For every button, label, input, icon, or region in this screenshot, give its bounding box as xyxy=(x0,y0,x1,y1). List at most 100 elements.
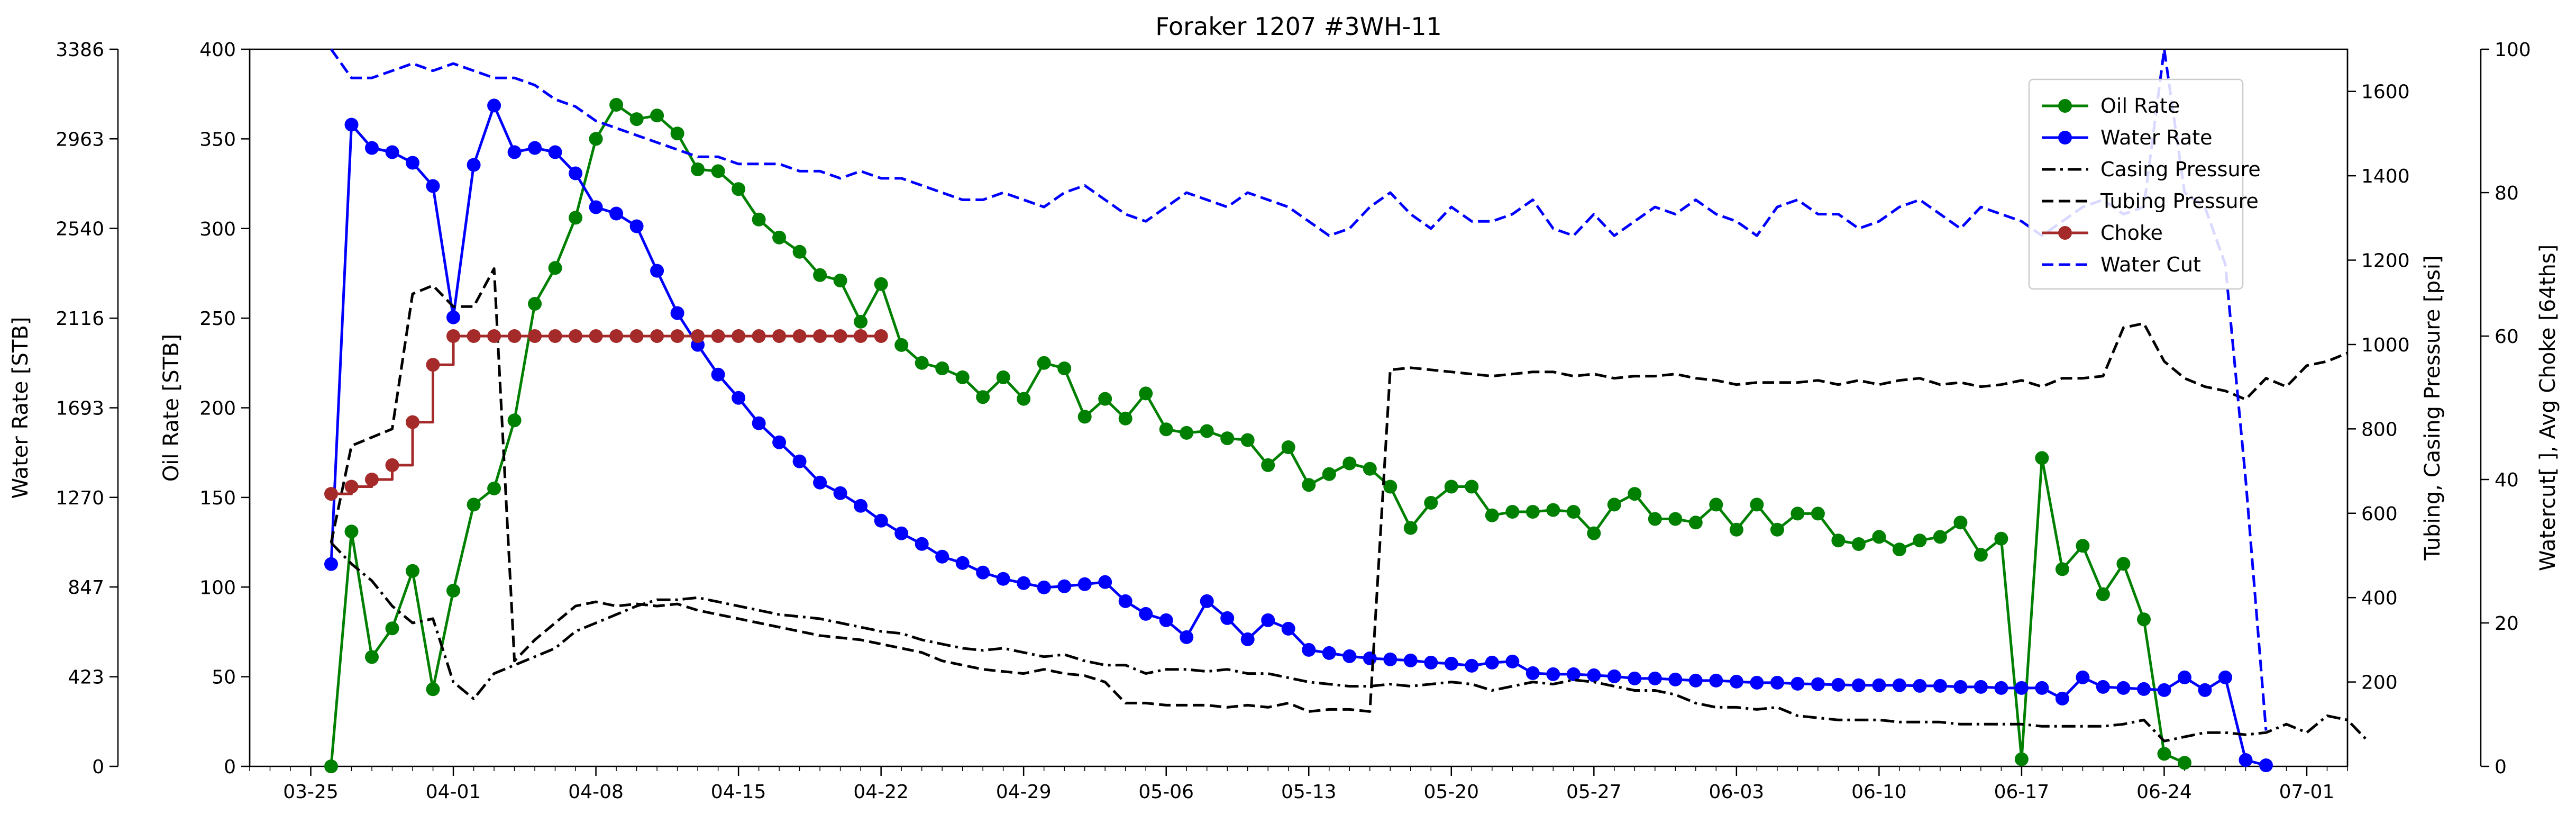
x-tick-label: 05-06 xyxy=(1138,781,1194,803)
water-rate-point xyxy=(1607,669,1621,683)
water-rate-point xyxy=(365,141,379,155)
oil-rate-point xyxy=(772,230,787,245)
water-rate-point xyxy=(2259,758,2273,772)
choke-point xyxy=(609,329,624,343)
legend-oil-rate-label: Oil Rate xyxy=(2100,94,2180,117)
cut-axis-tick-label: 40 xyxy=(2495,469,2519,491)
water-rate-point xyxy=(1851,678,1866,692)
choke-point xyxy=(833,329,847,343)
oil-rate-point xyxy=(935,361,949,375)
oil-rate-point xyxy=(1709,498,1723,512)
oil-rate-point xyxy=(2116,557,2131,571)
oil-rate-point xyxy=(1403,521,1418,535)
water-rate-point xyxy=(1383,652,1397,666)
oil-rate-point xyxy=(711,164,725,178)
oil-rate-point xyxy=(406,564,419,578)
oil-rate-point xyxy=(691,162,705,176)
oil-rate-point xyxy=(1750,498,1764,512)
choke-point xyxy=(528,329,542,343)
legend-tubing-pressure-label: Tubing Pressure xyxy=(2100,189,2259,213)
oil-rate-point xyxy=(833,274,847,287)
water-axis-tick-label: 1693 xyxy=(56,398,104,420)
oil-rate-point xyxy=(670,126,684,141)
water-rate-point xyxy=(569,166,583,180)
cut-axis-tick-label: 60 xyxy=(2495,326,2519,348)
water-axis-tick-label: 2116 xyxy=(56,308,104,330)
choke-point xyxy=(467,329,481,343)
oil-rate-point xyxy=(2035,451,2049,465)
choke-point xyxy=(344,480,359,494)
x-tick-label: 06-17 xyxy=(1994,781,2050,803)
pressure-axis-tick-label: 200 xyxy=(2361,672,2398,694)
pressure-axis-label: Tubing, Casing Pressure [psi] xyxy=(2420,255,2445,560)
water-rate-point xyxy=(1709,673,1723,688)
oil-rate-point xyxy=(589,132,603,146)
oil-rate-point xyxy=(1933,530,1947,544)
water-rate-point xyxy=(426,179,440,193)
oil-axis-tick-label: 400 xyxy=(199,39,236,61)
water-rate-point xyxy=(854,499,868,513)
water-rate-point xyxy=(2116,681,2131,695)
water-rate-point xyxy=(996,572,1010,586)
water-rate-point xyxy=(1077,577,1092,591)
oil-rate-point xyxy=(548,261,562,275)
oil-rate-point xyxy=(1240,433,1255,447)
choke-line xyxy=(331,334,881,495)
oil-rate-point xyxy=(528,297,542,311)
water-rate-point xyxy=(1017,576,1031,590)
water-rate-point xyxy=(1525,666,1540,680)
oil-rate-point xyxy=(365,650,379,664)
oil-axis-tick-label: 0 xyxy=(224,756,236,778)
choke-point xyxy=(732,329,746,343)
oil-rate-point xyxy=(385,621,399,636)
water-rate-point xyxy=(1872,678,1886,692)
water-rate-point xyxy=(1220,611,1235,625)
water-rate-point xyxy=(487,98,501,113)
choke-point xyxy=(446,329,460,343)
legend-water-cut-label: Water Cut xyxy=(2100,253,2201,276)
chart-title: Foraker 1207 #3WH-11 xyxy=(1155,12,1442,41)
x-tick-label: 04-15 xyxy=(711,781,766,803)
oil-rate-point xyxy=(1322,467,1336,481)
water-rate-point xyxy=(406,156,419,170)
oil-rate-point xyxy=(1892,542,1906,557)
pressure-axis-tick-label: 1200 xyxy=(2361,250,2410,272)
water-rate-point xyxy=(507,145,522,159)
water-rate-point xyxy=(670,306,684,320)
water-rate-point xyxy=(2014,681,2029,695)
x-tick-label: 04-01 xyxy=(426,781,481,803)
water-rate-point xyxy=(2137,682,2151,696)
cut-axis-tick-label: 0 xyxy=(2495,756,2507,778)
legend: Oil Rate Water Rate Casing Pressure Tubing … xyxy=(2028,78,2261,290)
water-rate-point xyxy=(1424,655,1438,670)
oil-rate-point xyxy=(446,584,460,598)
oil-rate-point xyxy=(2096,587,2110,601)
oil-rate-point xyxy=(487,481,501,495)
choke-point xyxy=(385,458,399,472)
water-rate-point xyxy=(2076,670,2090,684)
water-rate-point xyxy=(1159,613,1173,627)
oil-axis-tick-label: 150 xyxy=(199,487,236,509)
choke-point xyxy=(670,329,684,343)
oil-rate-point xyxy=(2055,562,2069,576)
water-rate-point xyxy=(344,117,359,132)
oil-rate-point xyxy=(1729,522,1743,537)
water-rate-point xyxy=(1240,632,1255,646)
oil-rate-point xyxy=(752,212,766,227)
water-rate-point xyxy=(792,454,807,468)
water-rate-point xyxy=(2096,680,2110,694)
water-rate-point xyxy=(1587,668,1601,682)
choke-point xyxy=(548,329,562,343)
oil-rate-point xyxy=(1587,526,1601,540)
oil-rate-point xyxy=(467,498,481,512)
water-rate-point xyxy=(955,556,970,570)
water-rate-point xyxy=(833,486,847,500)
oil-rate-point xyxy=(1261,458,1275,472)
water-rate-point xyxy=(2239,753,2253,767)
x-tick-label: 05-13 xyxy=(1281,781,1337,803)
oil-rate-point xyxy=(2076,539,2090,553)
oil-axis-tick-label: 50 xyxy=(212,667,236,689)
water-rate-point xyxy=(629,219,644,233)
